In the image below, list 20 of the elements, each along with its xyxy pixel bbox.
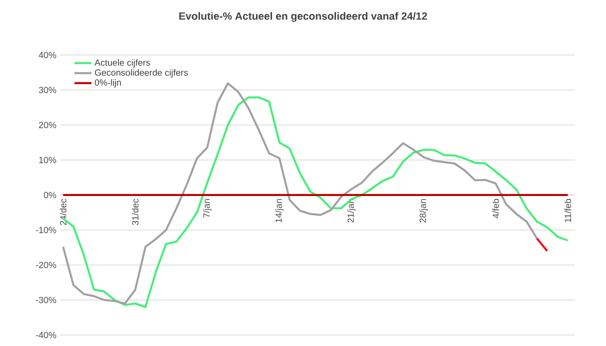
x-tick-label: 11/feb: [564, 198, 572, 222]
y-tick-label: 30%: [38, 86, 56, 94]
chart-title: Evolutie-% Actueel en geconsolideerd vanaf 24/12: [179, 12, 427, 22]
x-tick-label: 7/jan: [203, 199, 212, 218]
x-tick-label: 4/feb: [492, 198, 499, 218]
x-tick-label: 14/jan: [275, 199, 284, 222]
x-tick-label: 24/dec: [60, 198, 66, 225]
y-tick-label: -30%: [36, 296, 56, 304]
y-tick-label: -20%: [36, 262, 56, 268]
x-tick-label: 28/jan: [419, 199, 428, 222]
x-tick-label: 31/dec: [132, 198, 138, 226]
y-tick-label: -10%: [36, 226, 56, 234]
y-tick-label: 0%: [44, 192, 56, 198]
y-tick-label: 40%: [38, 52, 56, 58]
legend-label: 0%-lijn: [94, 79, 121, 88]
legend-label: Actuele cijfers: [94, 59, 150, 68]
y-tick-label: 10%: [39, 156, 56, 164]
legend-label: Geconsolideerde cijfers: [94, 69, 188, 78]
y-tick-label: -40%: [36, 332, 56, 338]
y-tick-label: 20%: [38, 122, 56, 128]
